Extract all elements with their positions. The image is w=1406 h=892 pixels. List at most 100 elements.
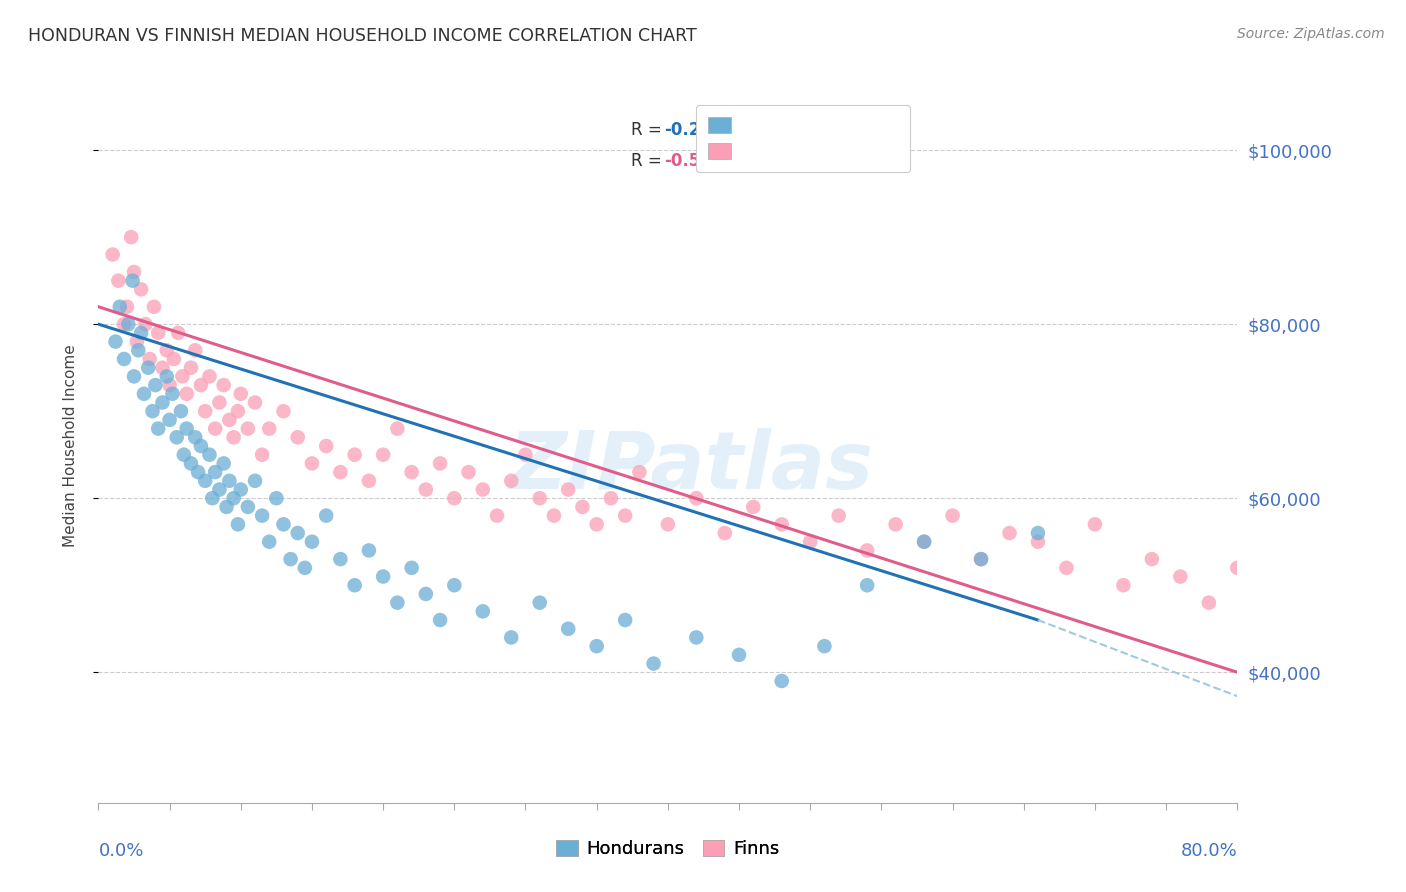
- Point: [1056, 561, 1078, 575]
- Point: [429, 613, 451, 627]
- Point: [471, 604, 494, 618]
- Point: [180, 457, 202, 471]
- Point: [685, 491, 707, 506]
- Point: [187, 465, 209, 479]
- Point: [387, 421, 409, 435]
- Point: [190, 378, 212, 392]
- Point: [585, 639, 607, 653]
- Point: [329, 552, 352, 566]
- Point: [204, 465, 226, 479]
- Point: [742, 500, 765, 514]
- Point: [429, 457, 451, 471]
- Text: 71: 71: [754, 121, 776, 139]
- Point: [813, 639, 835, 653]
- Text: N =: N =: [723, 121, 759, 139]
- Point: [614, 613, 637, 627]
- Point: [222, 491, 245, 506]
- Point: [856, 578, 879, 592]
- Point: [912, 534, 935, 549]
- Point: [343, 578, 366, 592]
- Point: [134, 317, 156, 331]
- Point: [156, 343, 179, 358]
- Point: [180, 360, 202, 375]
- Point: [357, 543, 380, 558]
- Point: [141, 404, 163, 418]
- Point: [115, 300, 138, 314]
- Point: [166, 430, 188, 444]
- Text: 0.0%: 0.0%: [98, 842, 143, 860]
- Point: [194, 404, 217, 418]
- Point: [163, 351, 186, 366]
- Point: [501, 474, 523, 488]
- Point: [184, 430, 207, 444]
- Point: [107, 274, 129, 288]
- Point: [273, 404, 295, 418]
- Point: [218, 413, 240, 427]
- Point: [643, 657, 665, 671]
- Point: [998, 526, 1021, 541]
- Point: [212, 378, 235, 392]
- Point: [152, 395, 174, 409]
- Point: [685, 631, 707, 645]
- Point: [112, 351, 135, 366]
- Point: [828, 508, 851, 523]
- Text: R =: R =: [631, 121, 668, 139]
- Point: [243, 474, 266, 488]
- Point: [557, 622, 579, 636]
- Point: [122, 369, 145, 384]
- Point: [415, 587, 437, 601]
- Point: [387, 596, 409, 610]
- Point: [585, 517, 607, 532]
- Point: [856, 543, 879, 558]
- Text: ZIPatlas: ZIPatlas: [508, 428, 873, 507]
- Point: [125, 334, 148, 349]
- Point: [176, 421, 198, 435]
- Point: [117, 317, 139, 331]
- Point: [170, 404, 193, 418]
- Point: [343, 448, 366, 462]
- Point: [457, 465, 479, 479]
- Point: [287, 430, 309, 444]
- Point: [218, 474, 240, 488]
- Point: [294, 561, 316, 575]
- Point: [770, 517, 793, 532]
- Point: [600, 491, 623, 506]
- Point: [194, 474, 217, 488]
- Text: -0.545: -0.545: [665, 152, 724, 170]
- Point: [136, 360, 159, 375]
- Point: [104, 334, 127, 349]
- Point: [201, 491, 224, 506]
- Point: [1112, 578, 1135, 592]
- Point: [529, 596, 551, 610]
- Legend: Hondurans, Finns: Hondurans, Finns: [548, 832, 787, 865]
- Point: [167, 326, 190, 340]
- Point: [415, 483, 437, 497]
- Point: [515, 448, 537, 462]
- Point: [315, 508, 337, 523]
- Point: [142, 300, 165, 314]
- Point: [628, 465, 651, 479]
- Point: [138, 351, 160, 366]
- Point: [121, 274, 143, 288]
- Point: [148, 421, 170, 435]
- Point: [250, 508, 273, 523]
- Point: [159, 378, 181, 392]
- Point: [357, 474, 380, 488]
- Point: [1284, 622, 1306, 636]
- Point: [236, 500, 259, 514]
- Point: [1312, 578, 1334, 592]
- Point: [226, 517, 249, 532]
- Point: [229, 386, 252, 401]
- Point: [259, 534, 281, 549]
- Point: [329, 465, 352, 479]
- Point: [799, 534, 821, 549]
- Point: [486, 508, 509, 523]
- Point: [176, 386, 198, 401]
- Text: HONDURAN VS FINNISH MEDIAN HOUSEHOLD INCOME CORRELATION CHART: HONDURAN VS FINNISH MEDIAN HOUSEHOLD INC…: [28, 27, 697, 45]
- Point: [159, 413, 181, 427]
- Point: [198, 448, 221, 462]
- Point: [287, 526, 309, 541]
- Point: [912, 534, 935, 549]
- Point: [120, 230, 142, 244]
- Point: [152, 360, 174, 375]
